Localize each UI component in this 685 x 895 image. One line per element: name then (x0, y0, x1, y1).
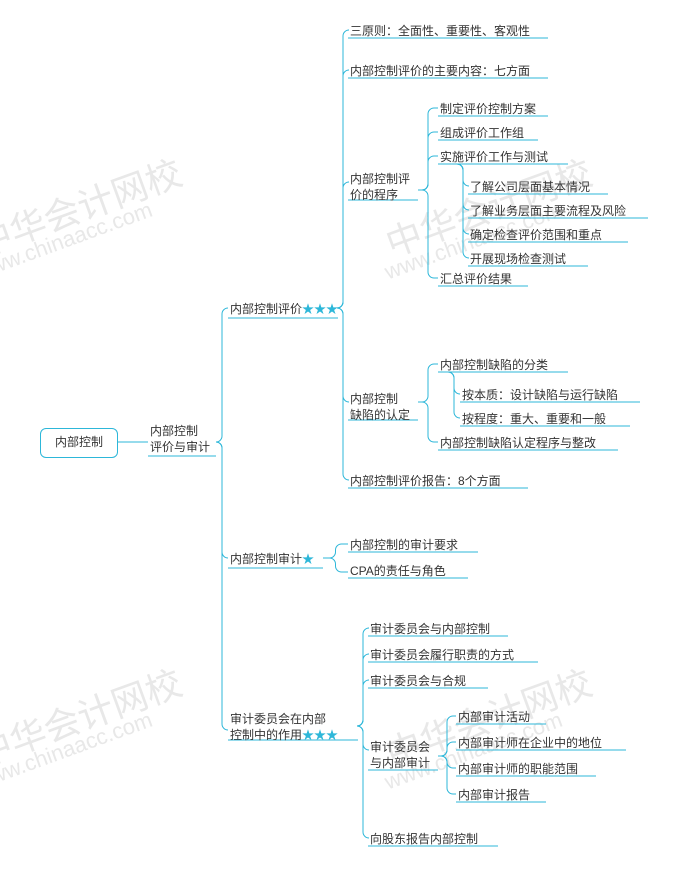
level2-audit: 内部控制审计★ (230, 552, 314, 568)
comm-child-0: 审计委员会与内部控制 (370, 622, 490, 638)
comm-child-4: 向股东报告内部控制 (370, 832, 478, 848)
defect-child-3: 内部控制缺陷认定程序与整改 (440, 436, 596, 452)
star-icon: ★★★ (302, 302, 338, 316)
proc-child-3: 汇总评价结果 (440, 272, 512, 288)
eval-child-defect: 内部控制 缺陷的认定 (350, 392, 410, 423)
proc-child-1: 组成评价工作组 (440, 126, 524, 142)
level1-node: 内部控制 评价与审计 (150, 424, 210, 455)
root-label: 内部控制 (55, 435, 103, 449)
eval-child-1: 内部控制评价的主要内容：七方面 (350, 64, 530, 80)
level2-audit-label: 内部控制审计 (230, 552, 302, 566)
impl-child-0: 了解公司层面基本情况 (470, 180, 590, 196)
star-icon: ★★★ (302, 728, 338, 742)
eval-child-0: 三原则：全面性、重要性、客观性 (350, 24, 530, 40)
audit-child-1: CPA的责任与角色 (350, 564, 446, 580)
audit-child-0: 内部控制的审计要求 (350, 538, 458, 554)
proc-child-0: 制定评价控制方案 (440, 102, 536, 118)
impl-child-2: 确定检查评价范围和重点 (470, 228, 602, 244)
impl-child-1: 了解业务层面主要流程及风险 (470, 204, 626, 220)
level1-line1: 内部控制 (150, 424, 198, 438)
star-icon: ★ (302, 552, 314, 566)
eval-child-4: 内部控制评价报告：8个方面 (350, 474, 501, 490)
level1-line2: 评价与审计 (150, 440, 210, 454)
defect-child-2: 按程度：重大、重要和一般 (462, 412, 606, 428)
level2-comm-line2: 控制中的作用 (230, 728, 302, 742)
level2-comm: 审计委员会在内部 控制中的作用★★★ (230, 712, 338, 743)
intaud-child-3: 内部审计报告 (458, 788, 530, 804)
root-node: 内部控制 (40, 428, 118, 458)
comm-child-intaud: 审计委员会 与内部审计 (370, 740, 430, 771)
intaud-child-2: 内部审计师的职能范围 (458, 762, 578, 778)
comm-child-2: 审计委员会与合规 (370, 674, 466, 690)
defect-child-1: 按本质：设计缺陷与运行缺陷 (462, 388, 618, 404)
level2-eval: 内部控制评价★★★ (230, 302, 338, 318)
intaud-child-1: 内部审计师在企业中的地位 (458, 736, 602, 752)
proc-child-impl: 实施评价工作与测试 (440, 150, 548, 166)
defect-child-0: 内部控制缺陷的分类 (440, 358, 548, 374)
level2-eval-label: 内部控制评价 (230, 302, 302, 316)
intaud-child-0: 内部审计活动 (458, 710, 530, 726)
impl-child-3: 开展现场检查测试 (470, 252, 566, 268)
level2-comm-line1: 审计委员会在内部 (230, 712, 326, 726)
comm-child-1: 审计委员会履行职责的方式 (370, 648, 514, 664)
eval-child-proc: 内部控制评 价的程序 (350, 172, 410, 203)
